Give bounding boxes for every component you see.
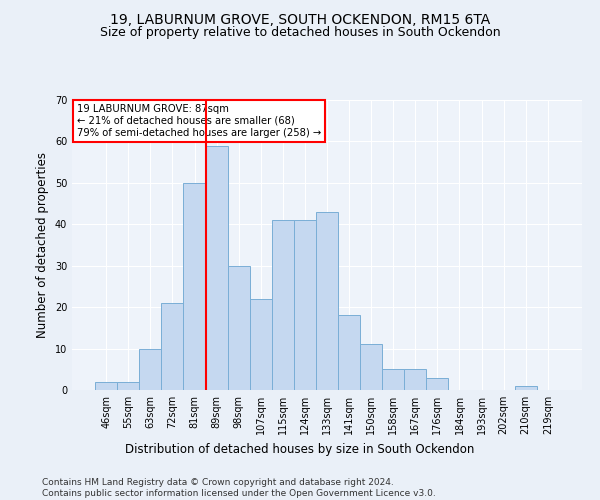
Text: 19 LABURNUM GROVE: 87sqm
← 21% of detached houses are smaller (68)
79% of semi-d: 19 LABURNUM GROVE: 87sqm ← 21% of detach… (77, 104, 322, 138)
Bar (227, 266, 250, 390)
Bar (427, 378, 448, 390)
Text: Contains HM Land Registry data © Crown copyright and database right 2024.
Contai: Contains HM Land Registry data © Crown c… (42, 478, 436, 498)
Bar (161, 303, 184, 390)
Bar (117, 382, 139, 390)
Text: Size of property relative to detached houses in South Ockendon: Size of property relative to detached ho… (100, 26, 500, 39)
Bar (294, 220, 316, 390)
Y-axis label: Number of detached properties: Number of detached properties (36, 152, 49, 338)
Bar (139, 348, 161, 390)
Text: Distribution of detached houses by size in South Ockendon: Distribution of detached houses by size … (125, 442, 475, 456)
Bar (316, 212, 338, 390)
Bar (404, 370, 427, 390)
Bar (250, 299, 272, 390)
Text: 19, LABURNUM GROVE, SOUTH OCKENDON, RM15 6TA: 19, LABURNUM GROVE, SOUTH OCKENDON, RM15… (110, 12, 490, 26)
Bar (360, 344, 382, 390)
Bar (184, 183, 206, 390)
Bar (515, 386, 537, 390)
Bar (272, 220, 294, 390)
Bar (382, 370, 404, 390)
Bar (338, 316, 360, 390)
Bar (206, 146, 227, 390)
Bar (95, 382, 117, 390)
